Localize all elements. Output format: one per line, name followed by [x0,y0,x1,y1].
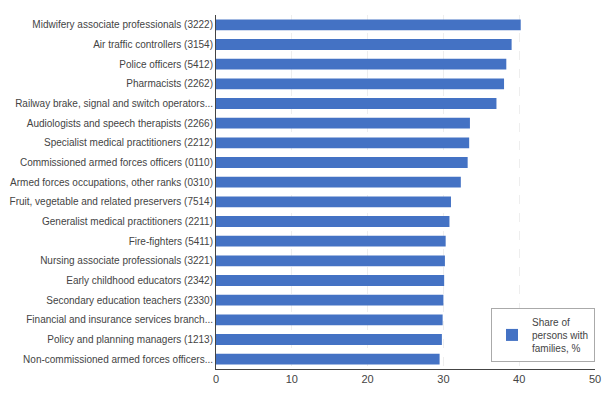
svg-text:Early childhood educators (234: Early childhood educators (2342) [66,275,213,286]
svg-text:30: 30 [437,373,449,385]
svg-text:Midwifery associate profession: Midwifery associate professionals (3222) [32,19,213,30]
svg-text:Non-commissioned armed forces: Non-commissioned armed forces officers..… [23,354,213,365]
svg-text:Air traffic controllers (3154): Air traffic controllers (3154) [93,39,213,50]
svg-text:Commissioned armed forces offi: Commissioned armed forces officers (0110… [20,157,213,168]
svg-text:Specialist medical practitione: Specialist medical practitioners (2212) [44,137,213,148]
svg-text:40: 40 [513,373,525,385]
svg-text:20: 20 [361,373,373,385]
svg-text:Railway brake, signal and swit: Railway brake, signal and switch operato… [15,98,213,109]
svg-text:Fruit, vegetable and related p: Fruit, vegetable and related preservers … [10,196,213,207]
svg-text:10: 10 [286,373,298,385]
svg-text:Nursing associate professional: Nursing associate professionals (3221) [40,255,213,266]
svg-text:Police officers (5412): Police officers (5412) [119,59,213,70]
svg-text:Financial and insurance servic: Financial and insurance services branch.… [26,314,213,325]
svg-text:Pharmacists (2262): Pharmacists (2262) [126,78,213,89]
svg-text:50: 50 [589,373,601,385]
svg-text:0: 0 [213,373,219,385]
svg-text:Armed forces occupations, othe: Armed forces occupations, other ranks (0… [10,177,213,188]
svg-text:Policy and planning managers (: Policy and planning managers (1213) [47,334,213,345]
svg-text:Fire-fighters (5411): Fire-fighters (5411) [129,236,213,247]
svg-text:Generalist medical practitione: Generalist medical practitioners (2211) [42,216,213,227]
svg-text:Share ofpersons withfamilies,: Share ofpersons withfamilies, % [532,317,588,354]
svg-text:Audiologists and speech therap: Audiologists and speech therapists (2266… [27,118,213,129]
svg-text:Secondary education teachers (: Secondary education teachers (2330) [46,295,213,306]
